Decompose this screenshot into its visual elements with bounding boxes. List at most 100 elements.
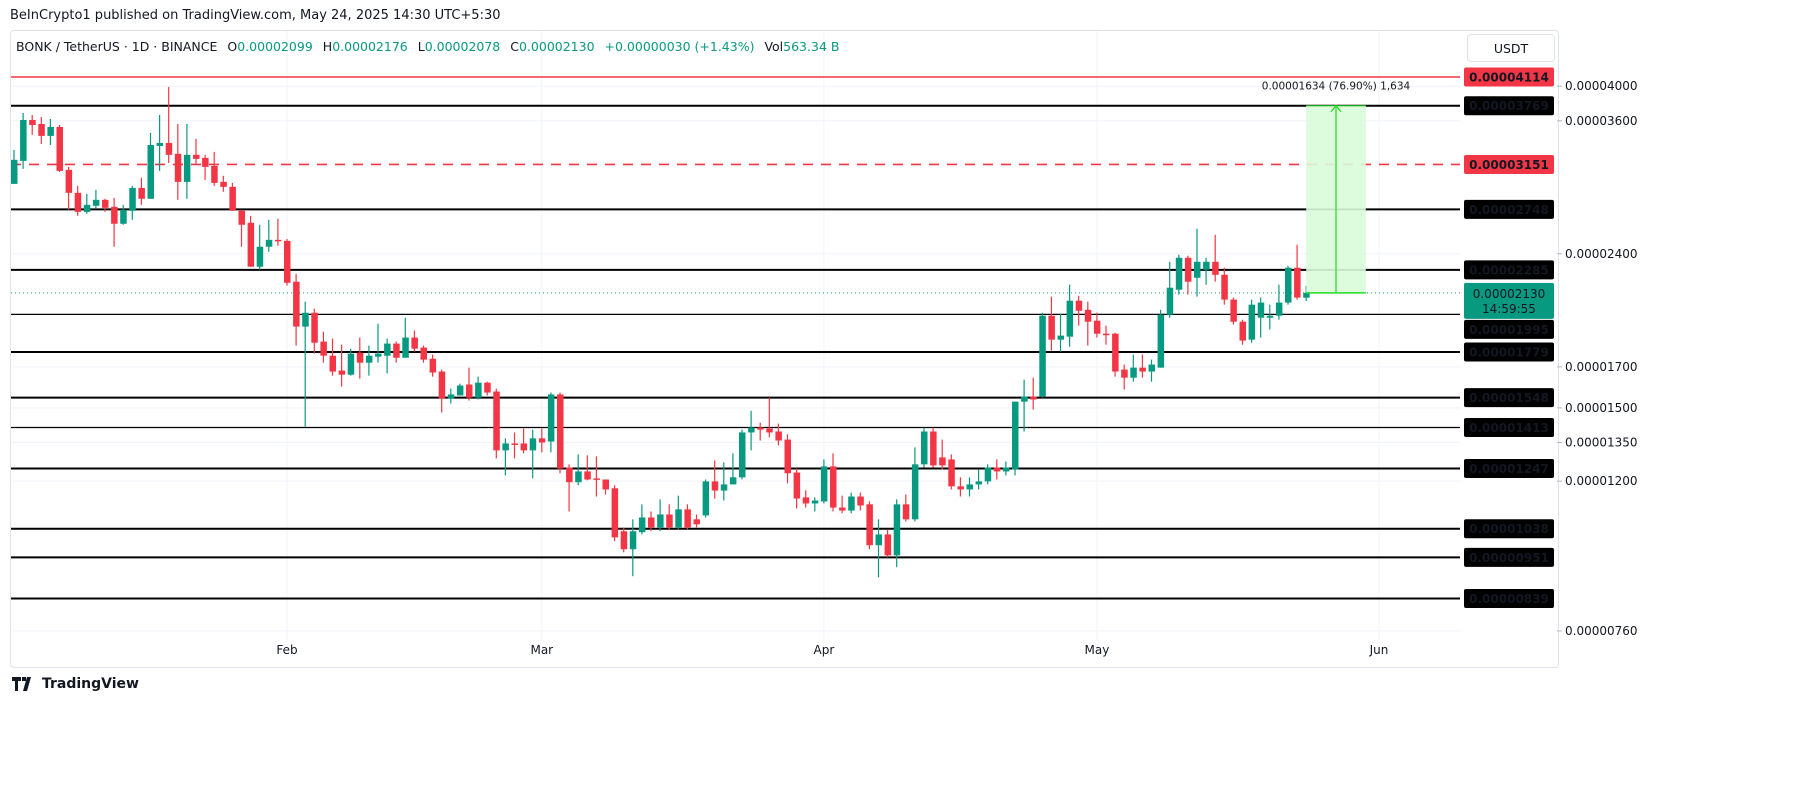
candle-body bbox=[174, 153, 182, 182]
candle-body bbox=[1266, 315, 1274, 318]
price-tick-label: 0.00002400 bbox=[1565, 247, 1638, 261]
candle-body bbox=[584, 471, 591, 480]
candle-body bbox=[92, 199, 100, 206]
candle-body bbox=[302, 312, 309, 327]
tradingview-logo-icon bbox=[12, 677, 31, 691]
candle-body bbox=[520, 443, 528, 451]
price-tick-label: 0.00001350 bbox=[1565, 435, 1638, 449]
time-tick-label: Feb bbox=[276, 643, 297, 657]
candle-body bbox=[466, 384, 473, 398]
candle-body bbox=[29, 119, 36, 125]
candle-body bbox=[748, 427, 755, 433]
candle-body bbox=[320, 341, 327, 356]
measure-arrow-head-icon bbox=[1330, 104, 1342, 113]
candle-body bbox=[211, 165, 218, 183]
level-price-badge bbox=[1464, 519, 1554, 539]
candle-body bbox=[611, 488, 619, 538]
candle-body bbox=[884, 534, 892, 556]
candle-body bbox=[902, 504, 910, 520]
candle-body bbox=[1112, 333, 1119, 372]
volume-value: 563.34 B bbox=[783, 39, 840, 54]
level-price-label: 0.00001779 bbox=[1469, 345, 1549, 359]
candle-body bbox=[1121, 369, 1128, 378]
level-price-badge bbox=[1464, 459, 1554, 479]
candles bbox=[11, 86, 1310, 578]
candle-body bbox=[338, 370, 346, 375]
level-price-badge bbox=[1464, 260, 1554, 280]
candle-body bbox=[657, 514, 664, 528]
candle-body bbox=[1021, 396, 1028, 402]
candle-body bbox=[575, 471, 582, 483]
candle-body bbox=[375, 353, 382, 357]
candle-body bbox=[1139, 367, 1146, 372]
candle-body bbox=[566, 467, 573, 483]
candle-body bbox=[975, 481, 983, 485]
candle-body bbox=[11, 159, 18, 184]
candle-body bbox=[129, 187, 136, 211]
candle-body bbox=[402, 337, 409, 358]
price-tick-label: 0.00001700 bbox=[1565, 360, 1638, 374]
candle-body bbox=[1184, 257, 1192, 282]
candle-body bbox=[893, 504, 901, 556]
candle-body bbox=[1075, 300, 1083, 311]
high-value: 0.00002176 bbox=[332, 39, 408, 54]
candle-body bbox=[538, 438, 546, 443]
level-price-badge bbox=[1464, 96, 1554, 116]
candle-body bbox=[74, 192, 82, 212]
candle-body bbox=[1148, 364, 1155, 372]
candle-body bbox=[866, 504, 873, 546]
candle-body bbox=[311, 312, 318, 343]
candle-body bbox=[265, 239, 273, 247]
candle-body bbox=[966, 484, 973, 490]
level-price-badge bbox=[1464, 418, 1554, 438]
candle-body bbox=[1257, 302, 1265, 318]
current-price-label: 0.00002130 bbox=[1473, 287, 1546, 301]
candle-body bbox=[711, 481, 719, 491]
candle-body bbox=[1303, 292, 1310, 298]
candle-body bbox=[1030, 396, 1037, 400]
candle-body bbox=[1039, 315, 1046, 397]
candle-body bbox=[875, 534, 882, 546]
level-price-badge bbox=[1464, 199, 1554, 219]
candle-body bbox=[65, 169, 73, 193]
candle-body bbox=[193, 154, 200, 159]
candle-body bbox=[693, 519, 700, 525]
candle-body bbox=[720, 484, 728, 491]
candle-body bbox=[120, 209, 127, 224]
level-price-badge bbox=[1464, 67, 1554, 87]
change-value: +0.00000030 (+1.43%) bbox=[604, 39, 755, 54]
currency-button[interactable]: USDT bbox=[1467, 34, 1555, 62]
level-price-label: 0.00004114 bbox=[1469, 71, 1549, 85]
candle-body bbox=[1157, 314, 1165, 368]
candle-body bbox=[438, 371, 446, 399]
level-price-label: 0.00001413 bbox=[1469, 421, 1549, 435]
candle-body bbox=[1221, 274, 1228, 300]
candle-body bbox=[138, 187, 145, 199]
candle-body bbox=[1230, 299, 1237, 322]
level-price-label: 0.00002748 bbox=[1469, 203, 1549, 217]
time-tick-label: Apr bbox=[814, 643, 835, 657]
level-price-label: 0.00003769 bbox=[1469, 99, 1549, 113]
candle-body bbox=[1175, 257, 1183, 290]
candle-body bbox=[684, 509, 691, 528]
price-axis: 0.00004000 0.00003600 0.00002400 0.00001700… bbox=[1464, 67, 1638, 638]
candle-body bbox=[329, 355, 336, 372]
candle-body bbox=[666, 514, 673, 528]
candle-body bbox=[702, 481, 710, 516]
level-price-label: 0.00000839 bbox=[1469, 592, 1549, 606]
candle-body bbox=[820, 466, 828, 502]
candle-body bbox=[83, 204, 91, 212]
candle-body bbox=[1239, 321, 1246, 341]
level-price-label: 0.00000951 bbox=[1469, 551, 1549, 565]
time-tick-label: Mar bbox=[530, 643, 553, 657]
candle-body bbox=[183, 154, 191, 182]
level-price-label: 0.00001548 bbox=[1469, 391, 1549, 405]
candle-body bbox=[1048, 315, 1055, 340]
candle-body bbox=[957, 486, 964, 490]
symbol-name[interactable]: BONK / TetherUS · 1D · BINANCE bbox=[16, 39, 218, 54]
symbol-legend: BONK / TetherUS · 1D · BINANCE O0.000020… bbox=[16, 39, 840, 54]
candle-body bbox=[839, 507, 846, 511]
level-price-label: 0.00001038 bbox=[1469, 522, 1549, 536]
candle-body bbox=[38, 123, 45, 136]
